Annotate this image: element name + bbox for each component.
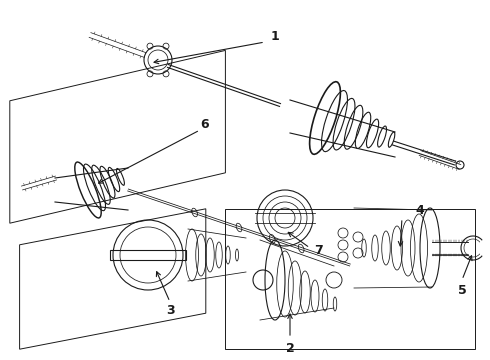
Text: 2: 2: [286, 342, 294, 355]
Text: 4: 4: [416, 203, 424, 216]
Polygon shape: [10, 50, 225, 223]
Text: 7: 7: [314, 243, 322, 256]
Text: 3: 3: [166, 305, 174, 318]
Polygon shape: [225, 209, 475, 349]
Text: 5: 5: [458, 284, 466, 297]
Text: 6: 6: [201, 117, 209, 130]
Text: 1: 1: [270, 30, 279, 42]
Polygon shape: [20, 209, 206, 349]
